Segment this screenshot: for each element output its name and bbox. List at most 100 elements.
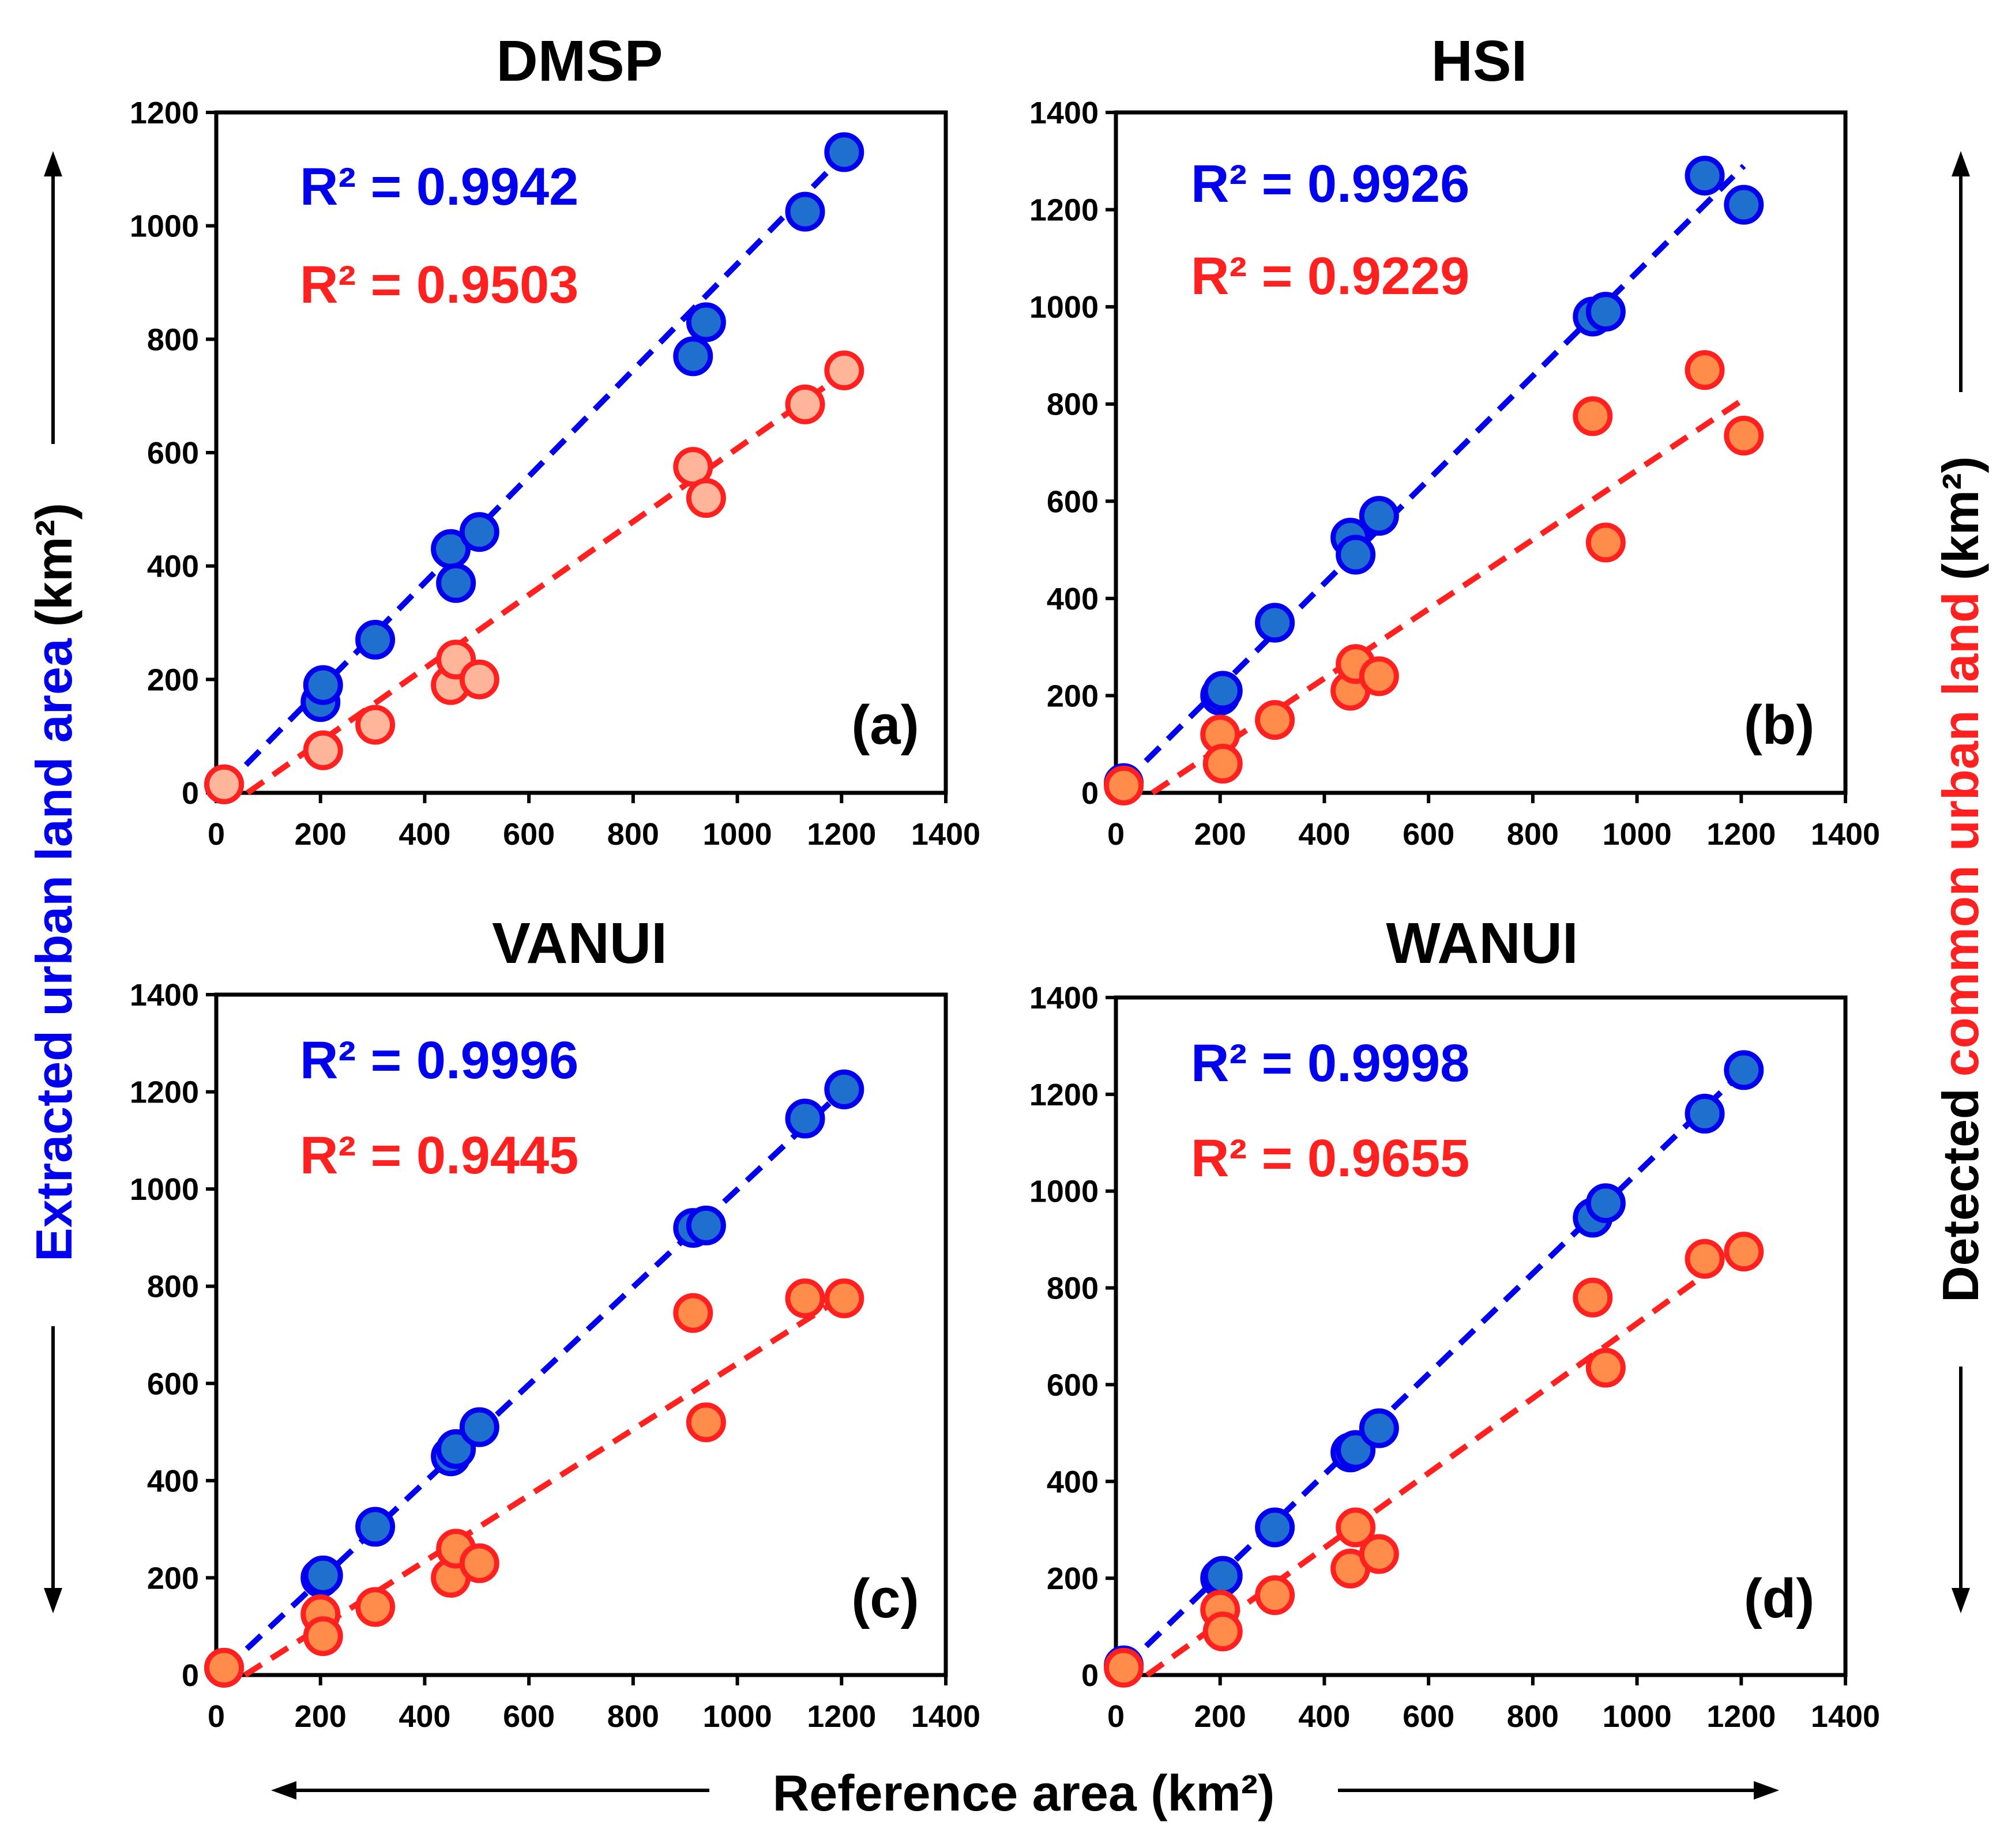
- panel-title: WANUI: [1386, 911, 1578, 976]
- y-tick-label: 400: [147, 549, 199, 584]
- data-point-common: [1685, 1239, 1725, 1279]
- plot-frame: [1114, 110, 1848, 795]
- data-point-common: [1573, 1277, 1613, 1318]
- y-tick-label: 1200: [1029, 1078, 1099, 1112]
- r2-common-label: R² = 0.9229: [1191, 247, 1469, 306]
- panel-label: (b): [1744, 694, 1815, 756]
- r2-common-label: R² = 0.9503: [300, 255, 578, 314]
- data-point-common: [1585, 522, 1626, 563]
- data-point-common: [785, 1278, 825, 1319]
- y-tick-label: 600: [147, 1367, 199, 1401]
- y-tick-label: 600: [1047, 1368, 1099, 1402]
- panel-hsi: HSI R² = 0.9926 R² = 0.9229 (b) 0 200 400 6…: [1029, 29, 1880, 852]
- data-point-common: [1359, 656, 1399, 697]
- x-tick-label: 400: [1298, 817, 1350, 852]
- data-point-extracted: [1255, 1507, 1295, 1548]
- y-tick-label: 0: [1081, 776, 1099, 811]
- fit-line-common: [246, 371, 846, 796]
- x-tick-label: 200: [1194, 817, 1246, 852]
- plot-frame: [1114, 995, 1848, 1677]
- r2-common-label: R² = 0.9445: [300, 1126, 578, 1185]
- x-tick-label: 800: [1507, 1699, 1559, 1734]
- left-axis-label-group: Extracted urban land area (km²): [25, 151, 82, 1613]
- bottom-arrow-right-head: [1754, 1781, 1779, 1800]
- data-point-extracted: [1685, 156, 1725, 196]
- fit-line-common: [1151, 397, 1746, 796]
- y-tick-label: 1400: [130, 978, 199, 1013]
- data-point-extracted: [673, 336, 713, 377]
- r2-extracted-label: R² = 0.9926: [1191, 155, 1469, 213]
- y-tick-label: 400: [1047, 582, 1099, 616]
- data-point-common: [824, 1278, 864, 1319]
- data-point-common: [1573, 396, 1613, 436]
- y-tick-label: 1200: [130, 1075, 199, 1110]
- data-point-common: [686, 1402, 726, 1443]
- data-point-extracted: [1585, 1183, 1626, 1224]
- data-point-extracted: [1359, 496, 1399, 536]
- bottom-arrow-left-head: [271, 1781, 296, 1800]
- y-tick-label: 800: [147, 1270, 199, 1304]
- x-tick-label: 1400: [911, 817, 980, 852]
- y-label-right-unit: (km²): [1932, 456, 1989, 580]
- x-tick-label: 200: [295, 1699, 347, 1734]
- x-tick-label: 200: [295, 817, 347, 852]
- data-point-common: [1585, 1348, 1626, 1388]
- data-point-extracted: [686, 1205, 726, 1245]
- y-label-right-highlight: common urban land: [1932, 592, 1989, 1077]
- data-point-extracted: [1255, 603, 1295, 643]
- data-point-common: [1104, 765, 1144, 806]
- x-tick-label: 600: [1403, 817, 1454, 852]
- y-tick-label: 0: [1081, 1658, 1099, 1693]
- x-tick-label: 600: [1403, 1699, 1454, 1734]
- data-point-common: [1724, 1232, 1764, 1272]
- data-point-common: [1255, 1575, 1295, 1616]
- y-tick-label: 1000: [130, 209, 199, 244]
- data-point-common: [1104, 1647, 1144, 1688]
- data-point-common: [1202, 1611, 1243, 1651]
- data-point-common: [303, 1616, 343, 1657]
- data-point-extracted: [1685, 1093, 1725, 1134]
- data-point-extracted: [459, 512, 499, 552]
- y-tick-label: 600: [1047, 484, 1099, 519]
- x-tick-label: 1400: [1811, 1699, 1880, 1734]
- x-tick-label: 1200: [807, 817, 876, 852]
- x-tick-label: 0: [208, 1699, 225, 1734]
- y-tick-label: 1000: [1029, 1175, 1099, 1209]
- y-tick-label: 1400: [1029, 981, 1099, 1015]
- y-label-left-main: Extracted urban land area: [25, 638, 82, 1262]
- y-tick-label: 200: [147, 663, 199, 697]
- x-tick-label: 1200: [807, 1699, 876, 1734]
- data-point-common: [673, 1293, 713, 1333]
- data-point-common: [1336, 1507, 1376, 1548]
- data-point-common: [303, 730, 343, 770]
- x-tick-label: 400: [399, 817, 450, 852]
- data-point-extracted: [1724, 185, 1764, 225]
- x-tick-label: 600: [503, 817, 555, 852]
- y-tick-label: 200: [1047, 1561, 1099, 1596]
- data-point-extracted: [459, 1407, 499, 1447]
- y-axis-label-right: Detected common urban land (km²): [1932, 456, 1989, 1303]
- data-point-extracted: [303, 665, 343, 705]
- data-point-common: [686, 478, 726, 518]
- right-arrow-down-head: [1952, 1588, 1970, 1613]
- panel-title: HSI: [1431, 29, 1528, 93]
- panel-vanui: VANUI R² = 0.9996 R² = 0.9445 (c) 0 200 40…: [130, 911, 980, 1734]
- data-point-extracted: [303, 1555, 343, 1595]
- data-point-extracted: [1336, 535, 1376, 575]
- x-tick-label: 200: [1194, 1699, 1246, 1734]
- plot-frame: [214, 992, 948, 1677]
- y-tick-label: 200: [147, 1561, 199, 1595]
- data-point-common: [824, 350, 864, 390]
- data-point-extracted: [785, 1098, 825, 1139]
- right-axis-label-group: Detected common urban land (km²): [1932, 151, 1989, 1613]
- y-tick-label: 1400: [1029, 96, 1099, 130]
- y-tick-label: 200: [1047, 679, 1099, 713]
- panel-label: (d): [1744, 1568, 1815, 1629]
- data-point-common: [1255, 700, 1295, 740]
- fit-line-common: [243, 1293, 846, 1678]
- x-tick-label: 400: [399, 1699, 450, 1734]
- y-label-right-prefix: Detected: [1932, 1088, 1989, 1303]
- x-tick-label: 1400: [1811, 817, 1880, 852]
- plot-area: 0 200 400 600 800 1000 1200 1400 0 200 400 600 800 10…: [1029, 96, 1880, 852]
